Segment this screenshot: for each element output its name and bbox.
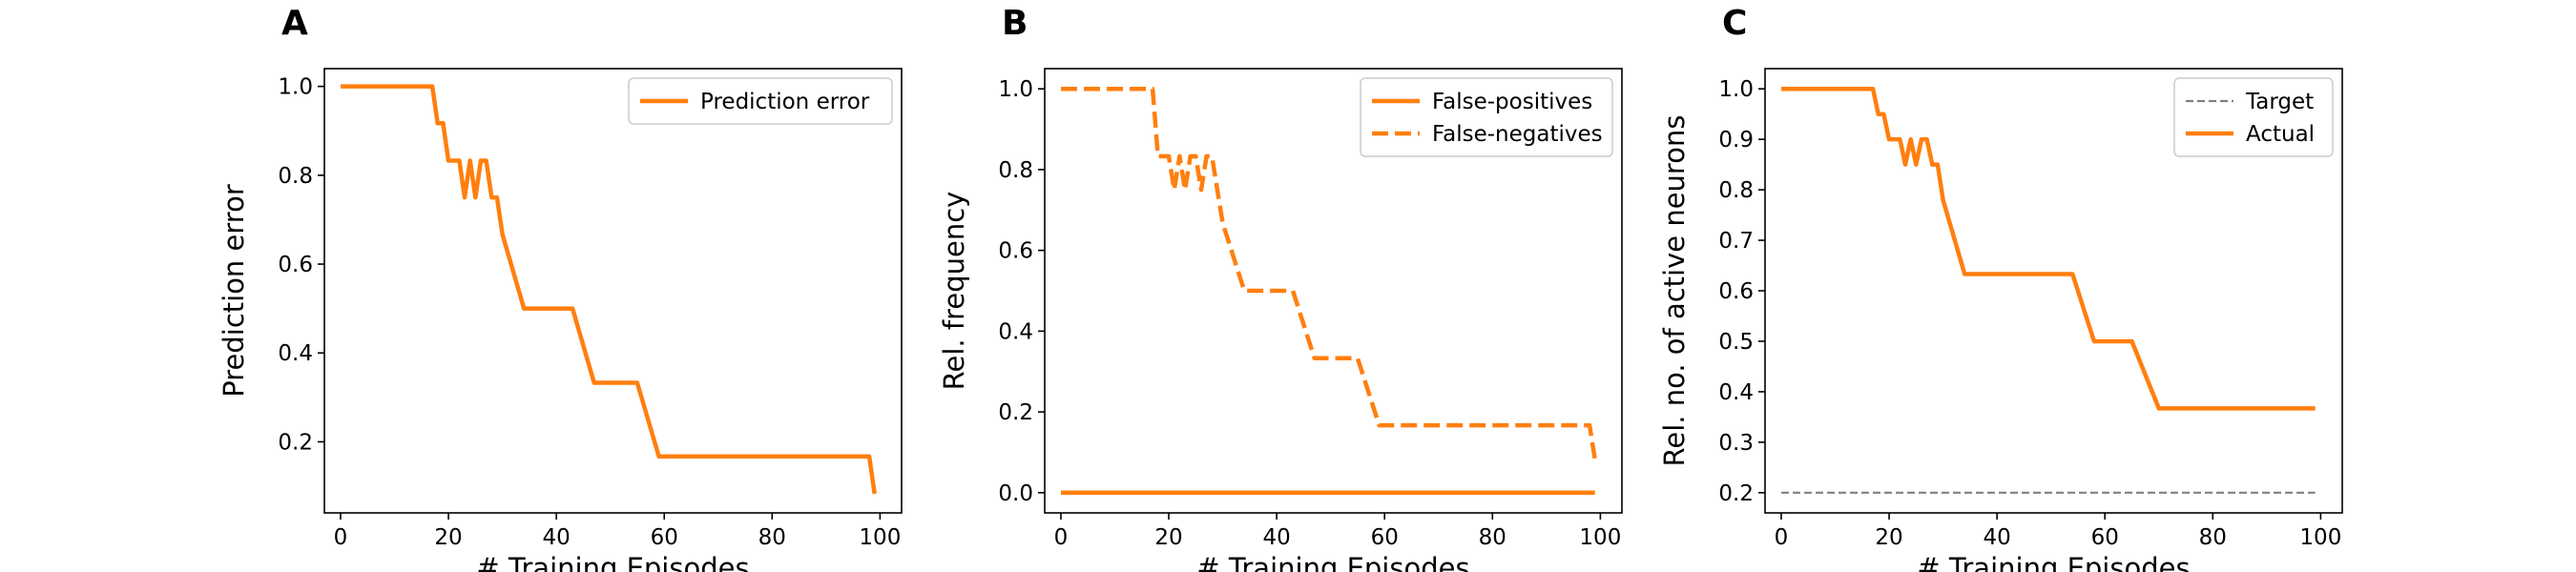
axes-frame xyxy=(323,68,903,514)
legend-label: Actual xyxy=(2246,122,2315,147)
x-tick-label: 60 xyxy=(2091,525,2119,550)
y-axis-label: Rel. frequency xyxy=(938,192,970,391)
x-tick-label: 40 xyxy=(1262,525,1290,550)
panel-letter: A xyxy=(281,4,308,43)
x-tick-label: 60 xyxy=(1371,525,1399,550)
x-tick-label: 40 xyxy=(542,525,570,550)
x-tick-label: 0 xyxy=(334,525,348,550)
x-tick-label: 20 xyxy=(1154,525,1182,550)
legend-box xyxy=(1360,77,1613,157)
chart-panel-c: C 0 20 40 60 80 100 0.2 0.3 0.4 0.5 0.6 0.7 0.8 0.9 1.0… xyxy=(1658,4,2343,572)
legend-label: False-positives xyxy=(1432,90,1592,114)
y-tick-label: 0.5 xyxy=(1718,330,1754,355)
y-axis-label: Rel. no. of active neurons xyxy=(1658,115,1691,467)
x-tick-label: 100 xyxy=(1579,525,1621,550)
x-axis-label: # Training Episodes xyxy=(1917,552,2190,572)
y-tick-label: 0.4 xyxy=(1718,380,1754,405)
x-tick-label: 60 xyxy=(651,525,678,550)
y-tick-label: 0.2 xyxy=(998,400,1033,425)
x-tick-label: 100 xyxy=(859,525,901,550)
series-line-false-negatives xyxy=(1061,86,1597,460)
y-tick-label: 0.3 xyxy=(1718,431,1754,456)
y-tick-label: 0.0 xyxy=(998,481,1033,506)
legend-box xyxy=(2173,77,2334,157)
y-tick-label: 0.6 xyxy=(1718,279,1754,304)
y-tick-label: 0.9 xyxy=(1718,128,1754,153)
x-tick-label: 80 xyxy=(1479,525,1506,550)
x-tick-label: 0 xyxy=(1775,525,1789,550)
x-tick-label: 80 xyxy=(758,525,786,550)
legend-label: False-negatives xyxy=(1432,122,1603,147)
y-tick-label: 0.8 xyxy=(998,158,1033,183)
x-axis-label: # Training Episodes xyxy=(1196,552,1469,572)
y-tick-label: 0.7 xyxy=(1718,229,1754,254)
y-tick-label: 0.8 xyxy=(278,164,313,189)
series-line-prediction-error xyxy=(341,84,877,495)
x-axis-label: # Training Episodes xyxy=(476,552,749,572)
y-tick-label: 0.2 xyxy=(278,430,313,455)
chart-panel-b: B 0 20 40 60 80 100 0.0 0.2 0.4 0.6 0.8 1.0 # Trainin… xyxy=(938,4,1623,572)
x-tick-label: 20 xyxy=(434,525,462,550)
x-tick-label: 80 xyxy=(2199,525,2227,550)
y-tick-label: 0.8 xyxy=(1718,178,1754,203)
x-tick-label: 100 xyxy=(2299,525,2341,550)
y-tick-label: 1.0 xyxy=(278,75,313,100)
x-tick-label: 20 xyxy=(1875,525,1902,550)
legend-label: Prediction error xyxy=(700,90,870,114)
chart-panel-a: A 0 20 40 60 80 100 0.2 0.4 0.6 0.8 1.0 # Training E… xyxy=(218,4,903,572)
panel-letter: C xyxy=(1722,4,1747,43)
x-tick-label: 0 xyxy=(1054,525,1069,550)
y-tick-label: 0.6 xyxy=(278,253,313,277)
x-tick-label: 40 xyxy=(1983,525,2010,550)
y-tick-label: 0.6 xyxy=(998,239,1033,264)
legend: Prediction error xyxy=(628,77,893,125)
panel-letter: B xyxy=(1002,4,1028,43)
axes-frame xyxy=(1044,68,1623,514)
y-tick-label: 0.4 xyxy=(998,319,1033,344)
legend: False-positives False-negatives xyxy=(1360,77,1613,157)
y-axis-label: Prediction error xyxy=(218,184,250,398)
legend: Target Actual xyxy=(2173,77,2334,157)
legend-box xyxy=(628,77,893,125)
y-tick-label: 0.2 xyxy=(1718,481,1754,506)
y-tick-label: 1.0 xyxy=(1718,77,1754,102)
y-tick-label: 1.0 xyxy=(998,77,1033,102)
legend-label: Target xyxy=(2245,90,2314,114)
series-line-actual xyxy=(1781,86,2316,411)
y-tick-label: 0.4 xyxy=(278,341,313,366)
